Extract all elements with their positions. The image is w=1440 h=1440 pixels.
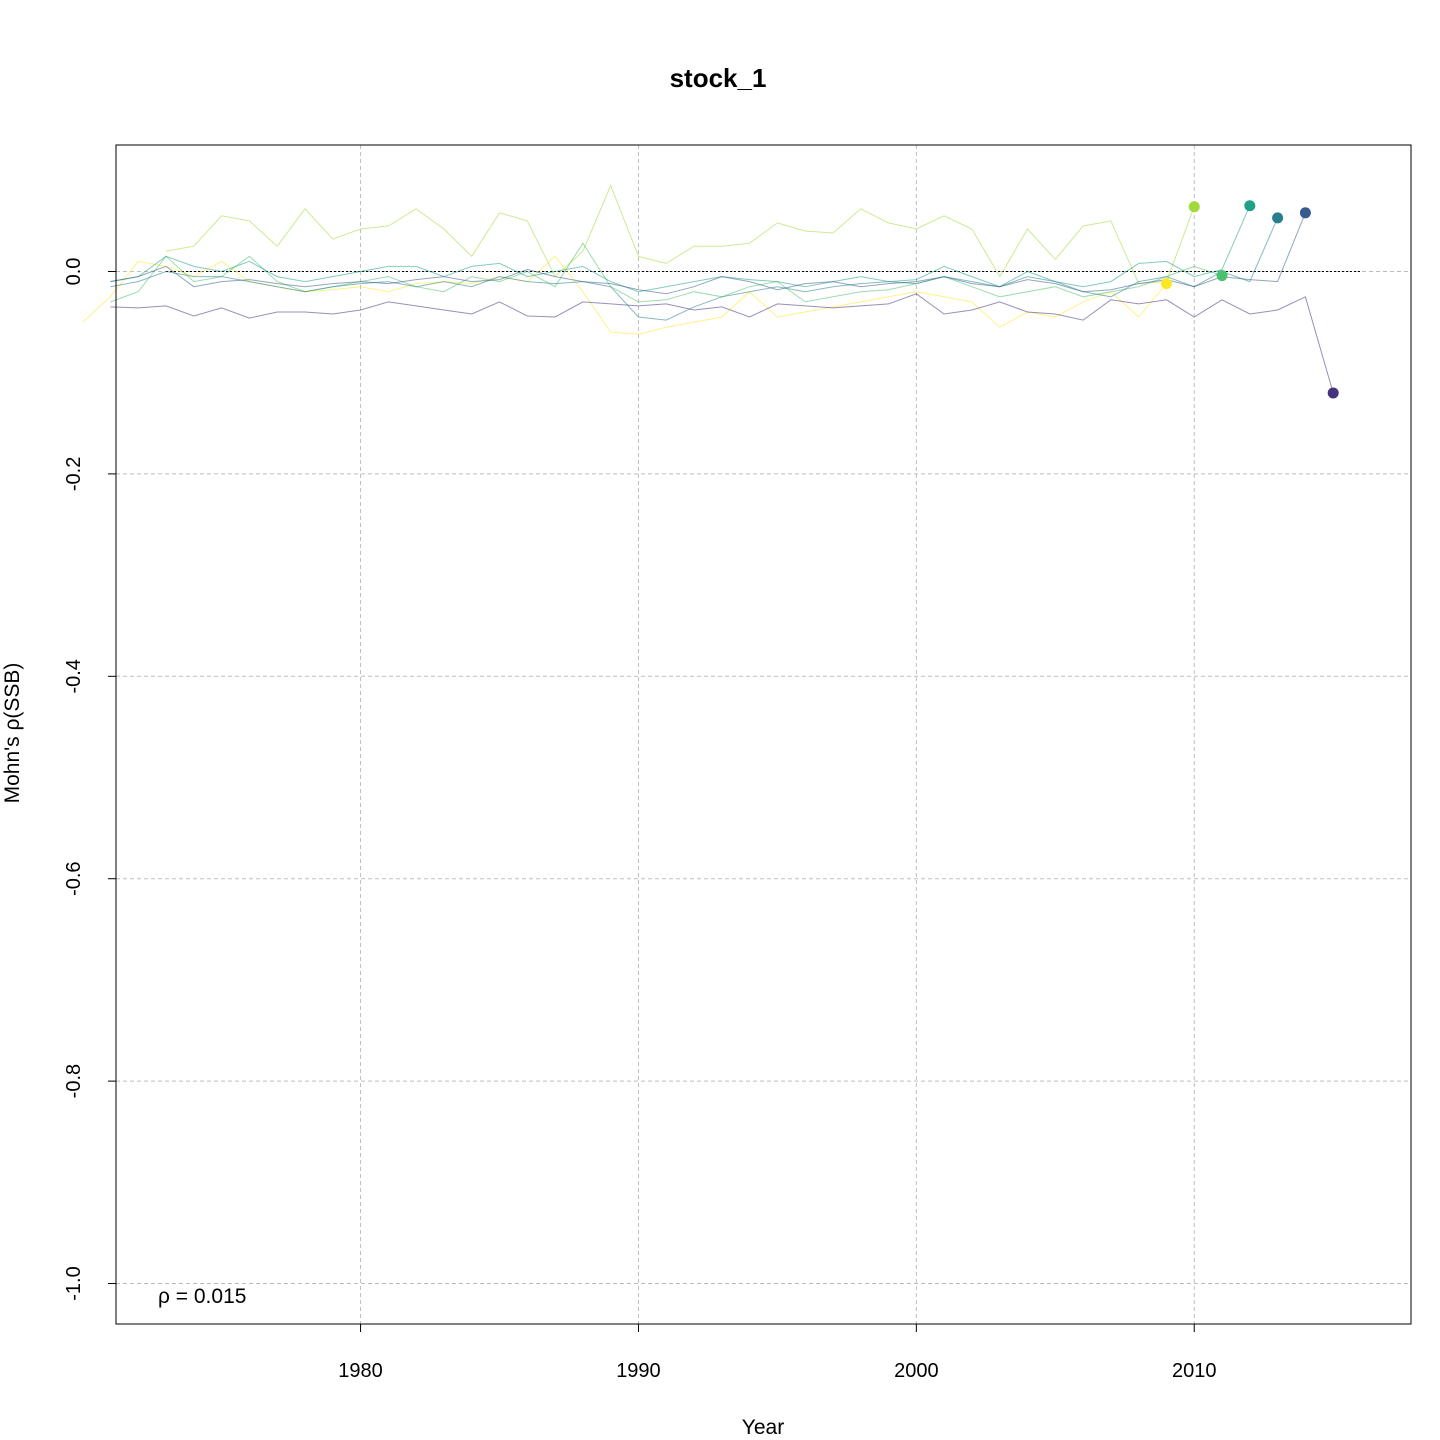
x-tick-label: 1980 xyxy=(338,1360,383,1382)
rho-annotation: ρ = 0.015 xyxy=(158,1285,246,1308)
y-axis-label: Mohn's ρ(SSB) xyxy=(1,663,24,804)
series-endpoint-2011 xyxy=(1216,270,1228,282)
y-tick-label: -1.0 xyxy=(63,1266,85,1300)
x-tick-label: 2000 xyxy=(894,1360,939,1382)
chart-title: stock_1 xyxy=(670,63,767,93)
y-tick-label: -0.2 xyxy=(63,457,85,491)
x-axis: 1980 1990 2000 2010 xyxy=(338,1324,1216,1382)
series-endpoint-2010 xyxy=(1188,201,1200,213)
series-endpoint-2013 xyxy=(1272,212,1284,224)
plot-frame xyxy=(115,144,1412,1325)
series-endpoint-2012 xyxy=(1244,200,1256,212)
x-tick-label: 1990 xyxy=(616,1360,661,1382)
y-tick-label: 0.0 xyxy=(63,258,85,286)
series-endpoint-2009 xyxy=(1160,278,1172,290)
series-group xyxy=(82,184,1334,394)
y-tick-label: -0.4 xyxy=(63,659,85,693)
endpoint-group xyxy=(1160,200,1339,399)
y-tick-label: -0.6 xyxy=(63,861,85,895)
series-line-2011 xyxy=(110,242,1223,303)
y-tick-label: -0.8 xyxy=(63,1064,85,1098)
y-axis: 0.0 -0.2 -0.4 -0.6 -0.8 -1.0 xyxy=(63,258,116,1301)
series-line-2014 xyxy=(110,212,1306,295)
series-line-2012 xyxy=(110,205,1251,293)
series-line-2010 xyxy=(165,184,1195,285)
series-endpoint-2014 xyxy=(1299,207,1311,219)
x-tick-label: 2010 xyxy=(1172,1360,1217,1382)
series-line-2015 xyxy=(110,293,1334,394)
series-endpoint-2015 xyxy=(1327,387,1339,399)
x-axis-label: Year xyxy=(742,1416,784,1439)
